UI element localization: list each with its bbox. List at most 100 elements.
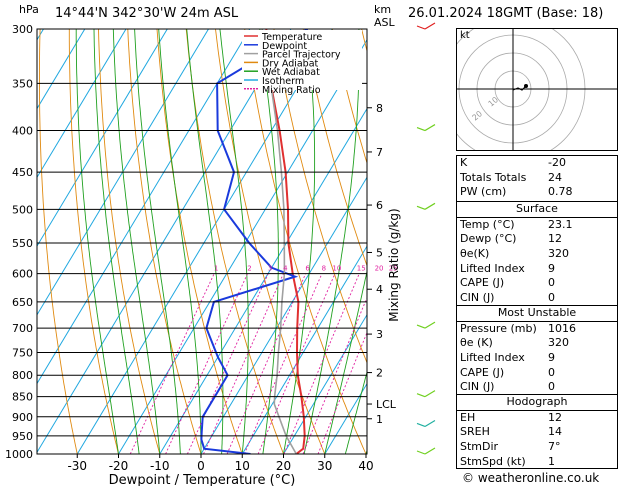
pressure-units-label: hPa [19, 3, 39, 16]
surface-row: Dewp (°C) 12 [460, 232, 562, 246]
mixing-ratio-line [129, 273, 215, 454]
hodo-row: StmDir 7° [460, 440, 561, 454]
dry-adiabat-line [68, 29, 119, 454]
pressure-tick-label: 750 [12, 346, 33, 359]
isotherm-line [159, 107, 367, 454]
mu-row: CAPE (J) 0 [460, 365, 555, 379]
wet-adiabat-line [112, 29, 161, 454]
temperature-tick-label: 0 [197, 459, 205, 473]
pressure-tick-label: 950 [12, 430, 33, 443]
mixing-ratio-line [203, 273, 284, 454]
hodo-row: EH 12 [460, 410, 562, 424]
mixing-ratio-label: 3 [268, 265, 272, 273]
legend-item: Dewpoint [262, 41, 307, 52]
dry-adiabat-line [39, 29, 78, 454]
km-units-label: km [374, 3, 392, 16]
mixing-ratio-line [283, 273, 360, 454]
km-tick-label: 8 [376, 102, 383, 115]
km-tick-label: 3 [376, 328, 383, 341]
wind-barb [416, 447, 436, 455]
wind-barb [416, 390, 436, 398]
temperature-tick-label: 10 [235, 459, 250, 473]
isotherm-line [76, 29, 333, 454]
isotherm-line [118, 38, 367, 454]
plot-frame [36, 28, 368, 455]
mixing-ratio-axis-title: Mixing Ratio (g/kg) [387, 208, 401, 321]
temperature-tick-label: -20 [109, 459, 129, 473]
isotherm-line [283, 313, 367, 454]
legend-item: Parcel Trajectory [262, 50, 341, 61]
pressure-tick-label: 700 [12, 322, 33, 335]
hodograph-ring-label: 20 [471, 109, 485, 122]
pressure-tick-label: 600 [12, 268, 33, 281]
legend-item: Wet Adiabat [262, 67, 320, 78]
pressure-tick-label: 300 [12, 23, 33, 36]
km-tick-label: 4 [376, 283, 383, 296]
storm-motion-dot [524, 84, 528, 88]
hodo-row: StmSpd (kt) 1 [460, 454, 555, 468]
hodograph-box: Hodograph EH 12 SREH 14 StmDir 7° StmSpd (k… [456, 394, 618, 469]
pressure-tick-label: 800 [12, 369, 33, 382]
wind-barb [416, 419, 436, 428]
km-tick-label: 1 [376, 413, 383, 426]
surface-row: CIN (J) 0 [460, 291, 555, 305]
temperature-tick-label: 20 [276, 459, 291, 473]
temperature-tick-label: 30 [317, 459, 332, 473]
mixing-ratio-label: 10 [332, 265, 341, 273]
dry-adiabat-line [302, 29, 367, 267]
mixing-ratio-line [302, 296, 367, 454]
indices-box: K -20 Totals Totals 24 PW (cm) 0.78 [456, 155, 618, 202]
mixing-ratio-label: 20 [375, 265, 384, 273]
legend-item: Isotherm [262, 76, 304, 87]
pressure-tick-label: 450 [12, 166, 33, 179]
mixing-ratio-line [165, 273, 248, 454]
most-unstable-title: Most Unstable [457, 306, 617, 322]
mu-row: Pressure (mb) 1016 [460, 321, 576, 335]
isotherm-line [200, 176, 367, 454]
isotherm-line [0, 29, 2, 454]
pressure-tick-label: 350 [12, 77, 33, 90]
isotherm-line [37, 29, 292, 454]
hodograph-kt-label: kt [460, 30, 470, 41]
dewpoint-line [200, 29, 309, 454]
temperature-line [265, 29, 306, 454]
wind-barb [416, 22, 436, 30]
pressure-tick-label: 650 [12, 296, 33, 309]
mu-row: CIN (J) 0 [460, 380, 555, 394]
legend-item: Temperature [261, 32, 322, 43]
pressure-tick-label: 1000 [5, 448, 33, 461]
mixing-ratio-label: 4 [283, 265, 288, 273]
mixing-ratio-label: 15 [357, 265, 366, 273]
legend-item: Dry Adiabat [262, 58, 319, 69]
temperature-tick-label: 40 [358, 459, 373, 473]
wet-adiabat-line [344, 370, 367, 454]
surface-title: Surface [457, 202, 617, 218]
isotherm-line [37, 29, 168, 248]
pressure-tick-label: 850 [12, 391, 33, 404]
asl-units-label: ASL [374, 16, 395, 29]
wind-barb [416, 202, 436, 210]
mixing-ratio-label: 2 [247, 265, 251, 273]
surface-row: Lifted Index 9 [460, 261, 555, 275]
parcel-trajectory-line [261, 29, 297, 454]
surface-row: θe(K) 320 [460, 247, 569, 261]
pressure-tick-label: 400 [12, 125, 33, 138]
copyright-footer: © weatheronline.co.uk [462, 471, 600, 485]
hodograph-title: Hodograph [457, 395, 617, 411]
surface-row: Temp (°C) 23.1 [460, 217, 573, 231]
datetime-title: 26.01.2024 18GMT (Base: 18) [408, 6, 604, 21]
km-tick-label: 6 [376, 199, 383, 212]
index-row: K -20 [460, 156, 566, 169]
temperature-tick-label: -30 [67, 459, 87, 473]
mixing-ratio-label: 1 [214, 265, 218, 273]
wet-adiabat-line [75, 29, 119, 454]
wind-barb [416, 124, 436, 132]
isotherm-line [241, 245, 367, 454]
pressure-tick-label: 550 [12, 237, 33, 250]
dry-adiabat-line [625, 29, 629, 454]
dry-adiabat-line [331, 29, 367, 165]
hodograph-ring-label: 10 [487, 95, 501, 108]
index-row: Totals Totals 24 [460, 170, 562, 184]
